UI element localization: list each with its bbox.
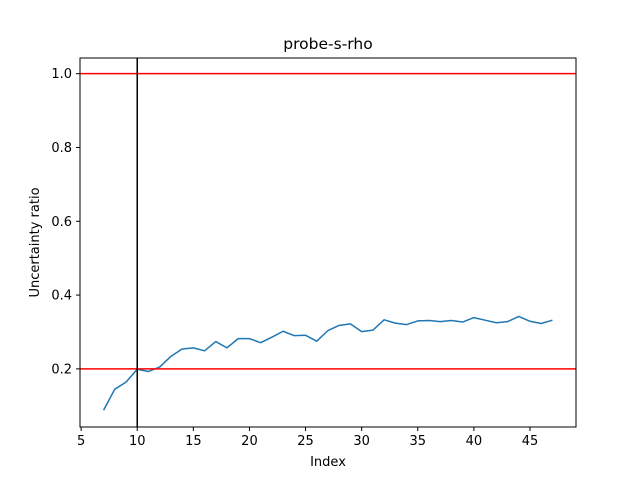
series-line-0	[102, 315, 553, 411]
x-axis-label: Index	[310, 455, 346, 470]
chart-title: probe-s-rho	[283, 35, 372, 53]
x-tick-label: 40	[466, 434, 483, 449]
x-tick-label: 35	[410, 434, 427, 449]
y-tick-label: 0.6	[51, 215, 72, 230]
y-tick-label: 0.2	[51, 362, 72, 377]
y-tick-label: 0.8	[51, 141, 72, 156]
y-tick-label: 1.0	[51, 67, 72, 82]
x-tick-label: 25	[297, 434, 314, 449]
y-axis-label: Uncertainty ratio	[28, 187, 43, 297]
axes-frame	[79, 57, 577, 428]
plot-area: 5 10 15 20 25 30 35 40 45 0.2 0.4 0.6 0.8 1.0	[51, 57, 577, 449]
x-tick-label: 45	[522, 434, 539, 449]
x-tick-label: 10	[129, 434, 146, 449]
x-tick-label: 20	[241, 434, 258, 449]
y-tick-label: 0.4	[51, 289, 72, 304]
x-tick-label: 15	[185, 434, 202, 449]
x-tick-label: 30	[353, 434, 370, 449]
x-tick-label: 5	[77, 434, 85, 449]
